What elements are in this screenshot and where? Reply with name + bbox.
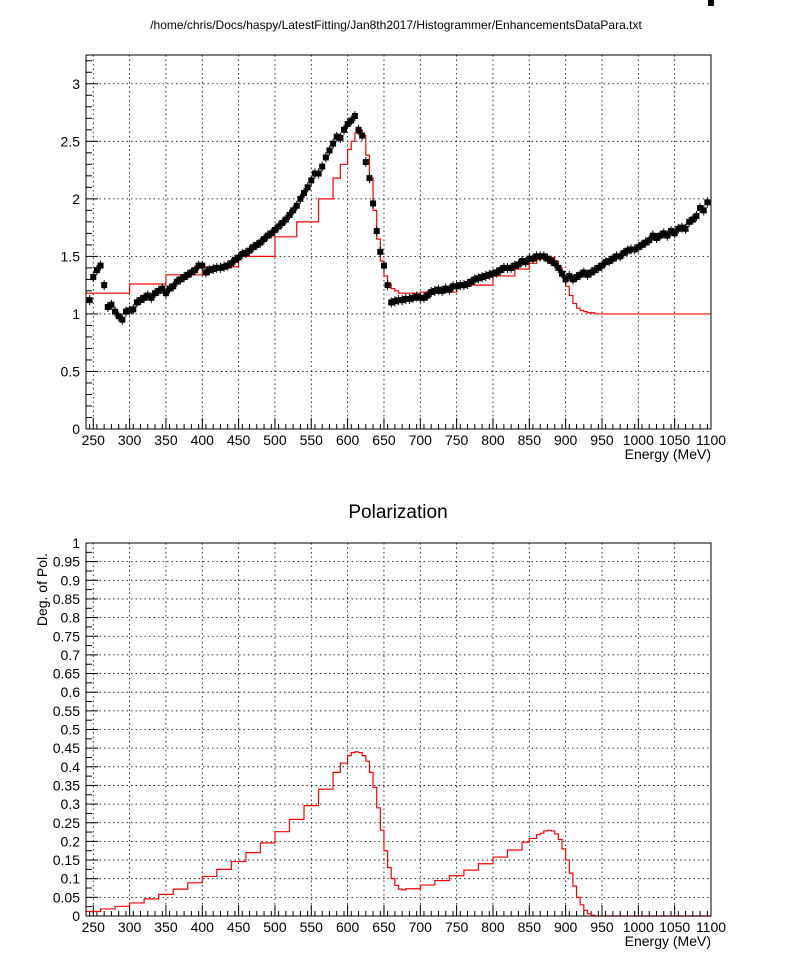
x-tick-label: 250 [82, 432, 106, 448]
y-tick-label: 0.5 [61, 722, 81, 738]
x-tick-label: 300 [118, 919, 142, 935]
y-tick-label: 0.5 [61, 363, 81, 379]
x-tick-label: 300 [118, 432, 142, 448]
y-tick-label: 0.7 [61, 647, 81, 663]
y-tick-label: 0.35 [53, 777, 80, 793]
enhancement-data-series [86, 0, 714, 325]
enhancement-plot-frame [85, 54, 712, 430]
x-tick-label: 350 [154, 432, 178, 448]
x-tick-label: 650 [372, 432, 396, 448]
enhancement-plot: /home/chris/Docs/haspy/LatestFitting/Jan… [61, 0, 727, 462]
x-tick-label: 450 [227, 432, 251, 448]
x-tick-label: 1050 [659, 432, 690, 448]
x-tick-label: 850 [518, 432, 542, 448]
data-point [708, 0, 714, 6]
x-tick-label: 650 [372, 919, 396, 935]
x-tick-label: 1000 [623, 432, 654, 448]
enhancement-x-axis-title: Energy (MeV) [625, 446, 711, 462]
x-tick-label: 350 [154, 919, 178, 935]
enhancement-x-tick-labels: 250 300 350 400 450 500 550 600 650 700 750 800 850 9… [82, 432, 727, 448]
y-tick-label: 0 [72, 421, 80, 437]
fit-curve [86, 129, 711, 315]
x-tick-label: 500 [263, 432, 287, 448]
y-tick-label: 3 [72, 76, 80, 92]
y-tick-label: 0.25 [53, 815, 80, 831]
y-tick-label: 0.55 [53, 703, 80, 719]
x-tick-label: 900 [554, 919, 578, 935]
y-tick-label: 0.65 [53, 666, 80, 682]
x-tick-label: 700 [409, 432, 433, 448]
x-tick-label: 950 [590, 919, 614, 935]
y-tick-label: 0.2 [61, 833, 81, 849]
y-tick-label: 2.5 [61, 133, 81, 149]
polarization-plot-title: Polarization [348, 502, 447, 523]
y-tick-label: 0.9 [61, 572, 81, 588]
x-tick-label: 1050 [659, 919, 690, 935]
enhancement-fit-series [86, 129, 711, 315]
y-tick-label: 0 [72, 908, 80, 924]
polarization-x-axis-title: Energy (MeV) [625, 933, 711, 949]
y-tick-label: 0.15 [53, 852, 80, 868]
x-tick-label: 550 [300, 432, 324, 448]
y-tick-label: 1 [72, 535, 80, 551]
y-tick-label: 2 [72, 191, 80, 207]
x-tick-label: 700 [409, 919, 433, 935]
enhancement-ticks [86, 60, 712, 430]
y-tick-label: 0.1 [61, 871, 81, 887]
x-tick-label: 800 [481, 919, 505, 935]
y-tick-label: 0.95 [53, 554, 80, 570]
polarization-y-axis-title: Deg. of Pol. [34, 553, 50, 626]
x-tick-label: 1100 [696, 919, 726, 935]
x-tick-label: 750 [445, 919, 469, 935]
y-tick-label: 1 [72, 306, 80, 322]
polarization-series [86, 751, 711, 917]
x-tick-label: 750 [445, 432, 469, 448]
enhancement-grid [86, 55, 711, 429]
x-tick-label: 1000 [623, 919, 654, 935]
polarization-plot-frame [85, 542, 712, 917]
y-tick-label: 0.8 [61, 610, 81, 626]
x-tick-label: 600 [336, 432, 360, 448]
polarization-grid [86, 543, 711, 916]
enhancement-plot-title: /home/chris/Docs/haspy/LatestFitting/Jan… [150, 18, 642, 32]
y-tick-label: 0.05 [53, 889, 80, 905]
x-tick-label: 600 [336, 919, 360, 935]
x-tick-label: 400 [191, 432, 215, 448]
x-tick-label: 850 [518, 919, 542, 935]
polarization-ticks [86, 542, 712, 917]
polarization-curve [86, 751, 711, 917]
polarization-plot: Polarization 250 300 350 400 450 500 550 600 650… [34, 502, 726, 949]
y-tick-label: 0.3 [61, 796, 81, 812]
polarization-x-tick-labels: 250 300 350 400 450 500 550 600 650 700 750 800 850 9… [82, 919, 727, 935]
x-tick-label: 800 [481, 432, 505, 448]
x-tick-label: 900 [554, 432, 578, 448]
y-tick-label: 0.85 [53, 591, 80, 607]
x-tick-label: 250 [82, 919, 106, 935]
y-tick-label: 0.75 [53, 628, 80, 644]
x-tick-label: 950 [590, 432, 614, 448]
x-tick-label: 500 [263, 919, 287, 935]
y-tick-label: 0.45 [53, 740, 80, 756]
polarization-y-tick-labels: 0 0.05 0.1 0.15 0.2 0.25 0.3 0.35 0.4 0.45 0.5 0.55… [53, 535, 80, 924]
y-tick-label: 0.6 [61, 684, 81, 700]
x-tick-label: 450 [227, 919, 251, 935]
x-tick-label: 550 [300, 919, 324, 935]
y-tick-label: 0.4 [61, 759, 81, 775]
x-tick-label: 1100 [696, 432, 726, 448]
y-tick-label: 1.5 [61, 248, 81, 264]
x-tick-label: 400 [191, 919, 215, 935]
enhancement-y-tick-labels: 0 0.5 1 1.5 2 2.5 3 [61, 76, 81, 437]
